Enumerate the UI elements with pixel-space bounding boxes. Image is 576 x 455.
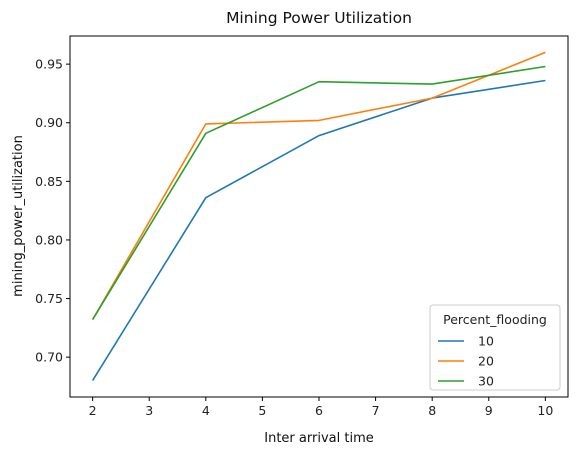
y-tick-label: 0.85 — [35, 174, 63, 189]
x-tick-label: 8 — [428, 403, 436, 418]
legend: Percent_flooding 10 20 30 — [429, 304, 561, 391]
x-tick-label: 2 — [89, 403, 97, 418]
series-line-20 — [91, 51, 546, 321]
x-tick-label: 4 — [202, 403, 210, 418]
legend-box — [429, 304, 561, 391]
x-axis-label: Inter arrival time — [264, 431, 373, 446]
x-axis: 2 3 4 5 6 7 8 9 10 — [89, 397, 553, 418]
y-tick-label: 0.80 — [35, 232, 63, 247]
legend-title: Percent_flooding — [443, 312, 547, 327]
chart-title: Mining Power Utilization — [226, 9, 412, 27]
y-tick-label: 0.90 — [35, 115, 63, 130]
series-lines — [91, 51, 546, 382]
legend-label-10: 10 — [478, 334, 494, 349]
y-tick-label: 0.95 — [35, 57, 63, 72]
y-tick-label: 0.70 — [35, 350, 63, 365]
x-tick-label: 9 — [485, 403, 493, 418]
series-line-10 — [91, 79, 546, 382]
y-tick-label: 0.75 — [35, 291, 63, 306]
series-line-30 — [91, 65, 546, 321]
x-tick-label: 3 — [145, 403, 153, 418]
legend-label-20: 20 — [478, 354, 494, 369]
x-tick-label: 7 — [372, 403, 380, 418]
x-tick-label: 10 — [537, 403, 553, 418]
legend-label-30: 30 — [478, 374, 494, 389]
y-axis: 0.70 0.75 0.80 0.85 0.90 0.95 — [35, 57, 70, 365]
x-tick-label: 5 — [258, 403, 266, 418]
y-axis-label: mining_power_utilization — [11, 135, 26, 297]
x-tick-label: 6 — [315, 403, 323, 418]
